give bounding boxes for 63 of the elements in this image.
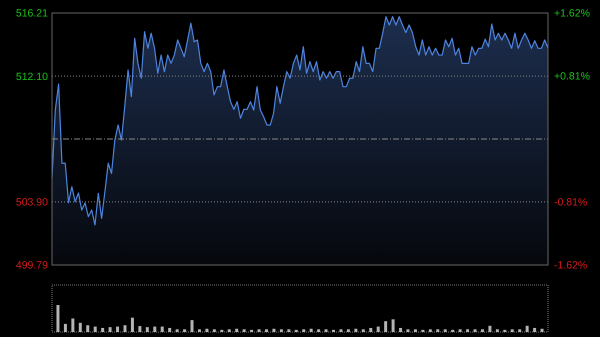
bar bbox=[212, 329, 216, 332]
bar bbox=[258, 329, 261, 332]
bar bbox=[190, 320, 194, 332]
bar bbox=[242, 329, 246, 332]
bar bbox=[346, 329, 350, 332]
bar bbox=[198, 329, 201, 332]
bar bbox=[302, 329, 306, 332]
bar bbox=[235, 328, 238, 332]
bar bbox=[317, 329, 320, 332]
bar bbox=[138, 326, 142, 332]
bar bbox=[488, 326, 492, 332]
bar bbox=[444, 329, 447, 332]
bar bbox=[474, 329, 477, 332]
y-tick-label: 516.21 bbox=[16, 8, 48, 20]
bar bbox=[123, 325, 126, 332]
bar bbox=[71, 318, 74, 332]
bar bbox=[518, 329, 522, 332]
y-tick-label: 503.90 bbox=[16, 196, 48, 209]
bar bbox=[384, 321, 388, 332]
bar bbox=[414, 329, 417, 332]
bar bbox=[496, 329, 499, 332]
bar bbox=[264, 329, 268, 332]
bar bbox=[101, 328, 104, 332]
bar bbox=[339, 329, 342, 332]
bar bbox=[146, 327, 149, 332]
bar bbox=[376, 326, 380, 332]
bar bbox=[176, 329, 179, 332]
bar bbox=[458, 329, 462, 332]
bar bbox=[130, 318, 134, 332]
bar bbox=[160, 326, 164, 332]
bar bbox=[153, 326, 156, 332]
bar bbox=[78, 322, 82, 332]
bar bbox=[428, 329, 432, 332]
bar bbox=[56, 305, 60, 332]
y-tick-label: 499.79 bbox=[16, 260, 48, 272]
bar bbox=[540, 328, 544, 332]
bar bbox=[466, 329, 470, 332]
bar bbox=[392, 319, 395, 332]
y2-tick-label: +1.62% bbox=[554, 8, 590, 20]
bar bbox=[480, 329, 484, 332]
bar bbox=[205, 328, 208, 332]
bar bbox=[168, 328, 172, 332]
bar bbox=[287, 329, 290, 332]
bar bbox=[362, 329, 365, 332]
bar bbox=[354, 328, 358, 332]
bar bbox=[526, 326, 529, 332]
bar bbox=[310, 328, 313, 332]
bar bbox=[272, 328, 276, 332]
bar bbox=[399, 328, 402, 332]
bar bbox=[64, 324, 67, 332]
bar bbox=[94, 326, 97, 332]
y2-tick-label: +0.81% bbox=[554, 70, 590, 83]
bar bbox=[116, 326, 120, 332]
bar bbox=[436, 329, 440, 332]
bar bbox=[324, 329, 328, 332]
bar bbox=[108, 327, 112, 332]
bar bbox=[280, 329, 283, 332]
y2-tick-label: -0.81% bbox=[554, 196, 588, 209]
y-tick-label: 512.10 bbox=[16, 70, 48, 83]
bar bbox=[183, 329, 186, 332]
bar bbox=[406, 329, 410, 332]
y2-tick-label: -1.62% bbox=[554, 260, 588, 272]
bar bbox=[533, 328, 536, 332]
